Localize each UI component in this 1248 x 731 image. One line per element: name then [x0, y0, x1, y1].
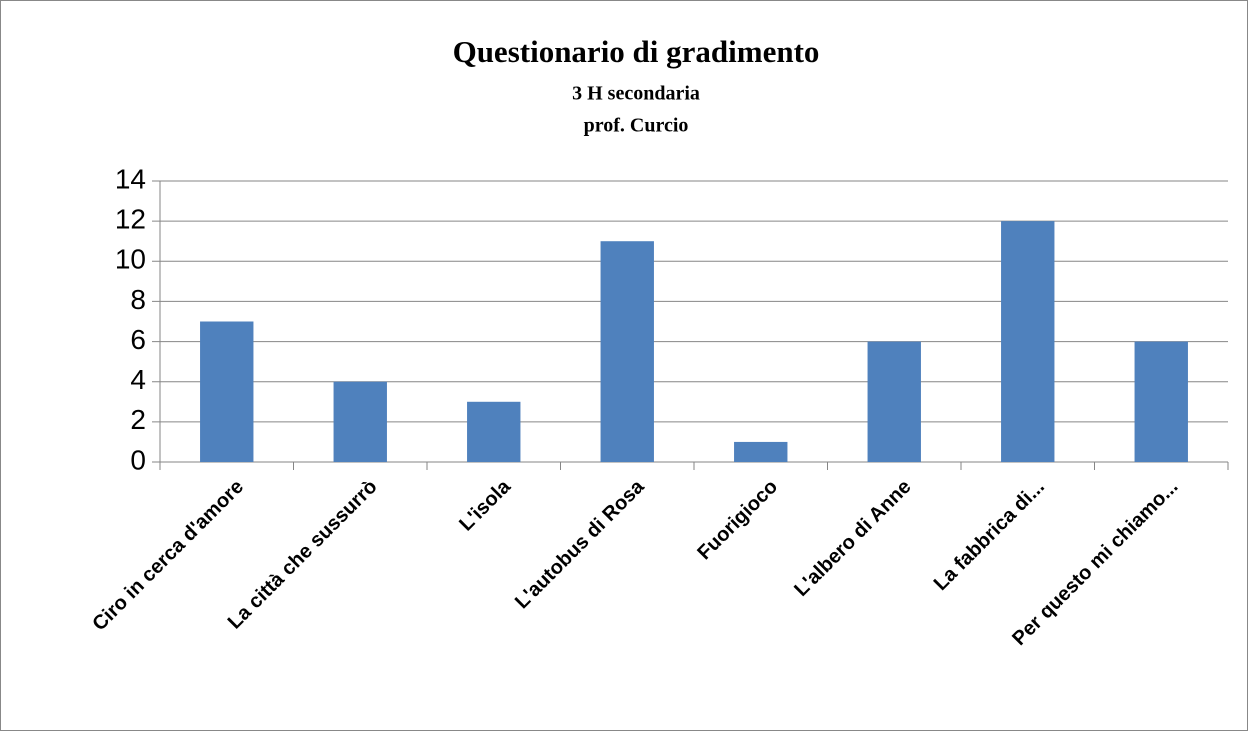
bar: [1134, 341, 1188, 462]
bar: [600, 241, 654, 462]
y-tick-label: 14: [115, 163, 146, 194]
chart-subtitle: 3 H secondaria: [572, 83, 700, 105]
y-tick-label: 12: [115, 204, 146, 235]
bar: [467, 401, 521, 462]
bar: [333, 381, 387, 462]
y-tick-label: 6: [130, 324, 146, 355]
y-tick-label: 0: [130, 444, 146, 475]
bar: [734, 441, 788, 462]
y-tick-label: 2: [130, 404, 146, 435]
chart-subtitle: prof. Curcio: [584, 115, 689, 137]
y-tick-label: 4: [130, 364, 146, 395]
chart-title: Questionario di gradimento: [453, 34, 820, 69]
y-tick-label: 8: [130, 284, 146, 315]
bar: [200, 321, 254, 462]
bar: [867, 341, 921, 462]
bar: [1001, 221, 1055, 462]
y-tick-label: 10: [115, 244, 146, 275]
